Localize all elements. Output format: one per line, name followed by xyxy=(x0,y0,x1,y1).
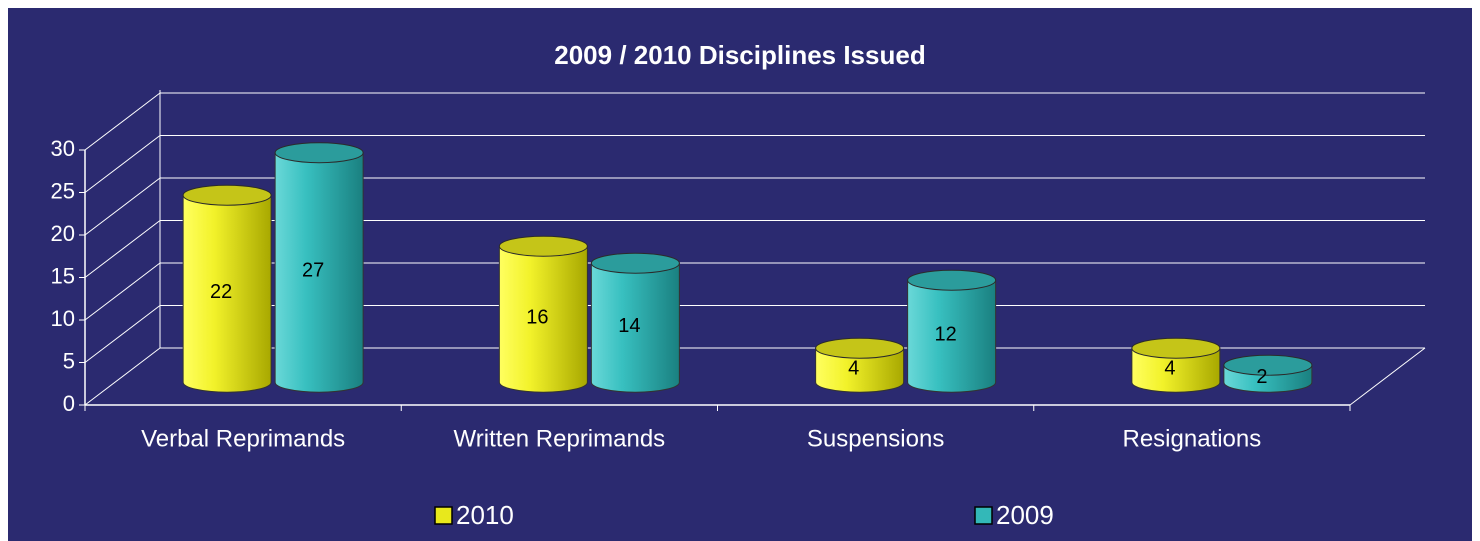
value-label: 12 xyxy=(935,323,957,345)
grid-line-side xyxy=(84,305,161,363)
bar-body xyxy=(907,279,997,393)
x-tick-label: Suspensions xyxy=(807,425,944,452)
legend-label: 2010 xyxy=(456,500,514,530)
y-tick-label: 0 xyxy=(63,391,75,416)
floor-right-edge xyxy=(1349,347,1426,406)
bar xyxy=(1131,337,1221,393)
chart-title: 2009 / 2010 Disciplines Issued xyxy=(554,40,925,70)
grid-line-side xyxy=(84,92,161,151)
x-tick-label: Resignations xyxy=(1123,425,1262,452)
bar xyxy=(274,142,364,393)
bar-top xyxy=(907,269,997,291)
bar-top xyxy=(1131,337,1221,359)
bar-body xyxy=(274,152,364,393)
value-label: 4 xyxy=(848,357,859,379)
bar-body xyxy=(815,347,905,393)
bar-body xyxy=(498,245,588,393)
bar-top xyxy=(590,252,680,274)
y-tick-label: 20 xyxy=(51,221,75,246)
bar xyxy=(590,252,680,393)
bar-top xyxy=(1223,354,1313,376)
bar-top xyxy=(498,235,588,257)
bar xyxy=(907,269,997,393)
legend-swatch xyxy=(434,506,453,525)
grid-line-side xyxy=(84,262,161,321)
value-label: 22 xyxy=(210,281,232,303)
legend-swatch xyxy=(974,506,993,525)
legend-label: 2009 xyxy=(996,500,1054,530)
grid-line-side xyxy=(84,177,161,236)
grid-line-side xyxy=(84,220,161,278)
value-label: 2 xyxy=(1256,366,1267,388)
bar-top xyxy=(274,142,364,164)
y-tick-label: 15 xyxy=(51,263,75,288)
y-tick-label: 10 xyxy=(51,306,75,331)
y-tick-label: 30 xyxy=(51,136,75,161)
value-label: 16 xyxy=(526,306,548,328)
y-tick-label: 5 xyxy=(63,348,75,373)
value-label: 4 xyxy=(1164,357,1175,379)
grid-line-side xyxy=(84,135,161,193)
grid-line-side xyxy=(84,347,161,406)
bar-body xyxy=(1131,347,1221,393)
x-tick-label: Written Reprimands xyxy=(454,425,666,452)
bar-top xyxy=(182,184,272,206)
bar xyxy=(182,184,272,393)
bar xyxy=(498,235,588,393)
bar-body xyxy=(590,262,680,393)
x-tick-label: Verbal Reprimands xyxy=(141,425,345,452)
value-label: 14 xyxy=(618,315,640,337)
bar-top xyxy=(815,337,905,359)
bar xyxy=(1223,354,1313,393)
bar-body xyxy=(182,194,272,393)
value-label: 27 xyxy=(302,260,324,282)
bar xyxy=(815,337,905,393)
y-tick-label: 25 xyxy=(51,178,75,203)
